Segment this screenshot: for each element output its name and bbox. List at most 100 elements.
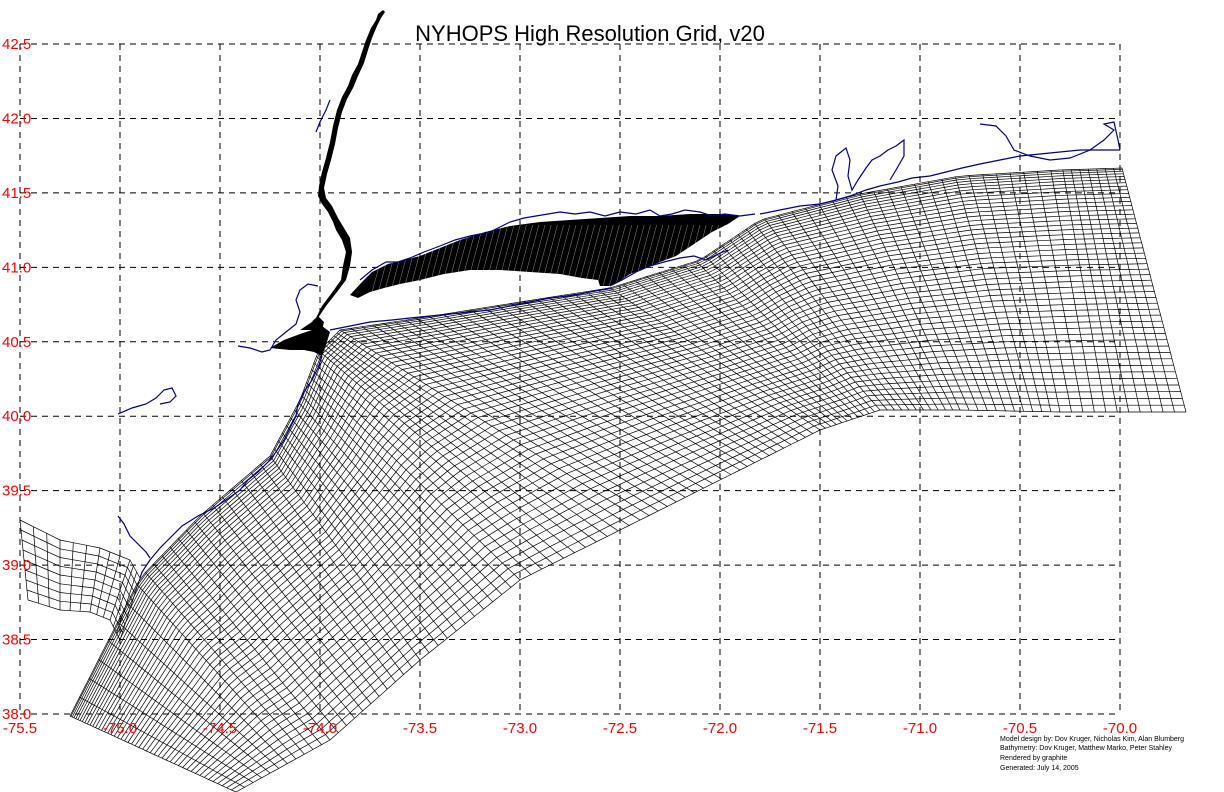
mesh-hatch	[555, 224, 577, 301]
mesh-line	[1121, 167, 1187, 413]
mesh-line	[1050, 170, 1095, 413]
mesh-line	[282, 432, 448, 639]
mesh-hatch	[623, 224, 645, 301]
mesh-line	[186, 529, 347, 726]
mesh-hatch	[729, 224, 750, 301]
mesh-line	[19, 519, 29, 601]
mesh-line	[212, 504, 372, 704]
mesh-line	[286, 425, 457, 632]
mesh-hatch	[394, 224, 416, 301]
mesh-line	[622, 283, 826, 429]
mesh-line	[69, 715, 237, 792]
mesh-line	[996, 173, 1052, 412]
mesh-line	[333, 335, 619, 532]
mesh-line	[634, 280, 832, 427]
mesh-hatch	[574, 224, 595, 301]
mesh-line	[79, 545, 88, 612]
mesh-hatch	[487, 224, 509, 301]
mesh-hatch	[586, 224, 608, 301]
cape-cod-coast	[979, 121, 1121, 161]
mesh-hatch	[673, 224, 695, 301]
credit-rendered-by: Rendered by graphite	[1000, 755, 1067, 762]
mesh-line	[318, 350, 564, 559]
mesh-line	[737, 234, 888, 411]
mesh-hatch	[679, 224, 701, 301]
mesh-hatch	[425, 224, 447, 301]
mesh-hatch	[468, 224, 490, 301]
mesh-line	[222, 496, 380, 697]
mesh-line	[597, 289, 813, 434]
hudson-river-mesh	[311, 10, 385, 322]
hudson-upper-coast	[315, 99, 331, 133]
mesh-hatch	[636, 224, 657, 301]
mesh-line	[416, 318, 704, 489]
mesh-line	[117, 621, 279, 769]
credits: Model design by: Dov Kruger, Nicholas Ki…	[1000, 736, 1184, 772]
mesh-hatch	[710, 224, 732, 301]
mesh-line	[202, 513, 363, 712]
x-tick-label: -73.0	[503, 720, 537, 737]
mesh-hatch	[667, 224, 688, 301]
mesh-line	[658, 272, 843, 423]
mesh-hatch	[605, 224, 626, 301]
mesh-line	[536, 299, 777, 453]
mesh-line	[483, 307, 748, 467]
mesh-line	[832, 200, 946, 411]
mesh-line	[1096, 168, 1152, 413]
mesh-line	[161, 555, 322, 745]
mesh-line	[548, 297, 784, 449]
x-tick-label: -74.5	[203, 720, 237, 737]
mesh-line	[306, 382, 512, 588]
x-tick-label: -70.0	[1103, 720, 1137, 737]
y-tick-label: 40.0	[2, 408, 31, 425]
mesh-line	[98, 659, 262, 779]
mesh-line	[339, 329, 641, 521]
mesh-line	[791, 211, 924, 411]
mesh-line	[941, 179, 1015, 412]
mesh-line	[383, 323, 677, 503]
mesh-hatch	[493, 224, 515, 301]
mesh-line	[428, 316, 713, 484]
x-tick-label: -75.0	[103, 720, 137, 737]
mesh-hatch	[617, 224, 639, 301]
mesh-line	[301, 395, 493, 603]
mesh-hatch	[698, 224, 719, 301]
mesh-hatch	[537, 224, 558, 301]
y-tick-label: 40.5	[2, 334, 31, 351]
mesh-line	[873, 191, 970, 411]
mesh-line	[721, 245, 875, 413]
mesh-line	[298, 402, 484, 610]
x-tick-label: -73.5	[403, 720, 437, 737]
y-tick-label: 38.0	[2, 706, 31, 723]
mesh-line	[1062, 169, 1107, 413]
mesh-hatch	[654, 224, 676, 301]
x-axis-labels: -75.5 -75.0 -74.5 -74.0 -73.5 -73.0 -72.5 -72.0…	[3, 720, 1137, 737]
connecticut-coast	[359, 209, 756, 281]
mesh-line	[330, 338, 608, 537]
mesh-hatch	[692, 224, 713, 301]
mesh-line	[609, 287, 821, 431]
mesh-line	[1009, 172, 1061, 413]
mesh-line	[886, 188, 979, 411]
mesh-line	[372, 324, 668, 507]
mesh-line	[260, 463, 413, 668]
mesh-hatch	[388, 224, 409, 301]
mesh-line	[231, 488, 388, 690]
mesh-line	[69, 542, 74, 611]
mesh-line	[241, 480, 396, 683]
mesh-line	[927, 181, 1006, 412]
x-tick-label: -72.5	[603, 720, 637, 737]
mesh-line	[764, 218, 910, 411]
mesh-hatch	[592, 224, 614, 301]
mesh-hatch	[406, 224, 428, 301]
long-island-sound-mesh	[350, 214, 757, 301]
mesh-line	[1023, 172, 1072, 413]
delaware-river	[117, 387, 177, 415]
mesh-hatch	[648, 224, 670, 301]
mesh-hatch	[723, 224, 744, 301]
mesh-hatch	[450, 224, 471, 301]
mesh-line	[88, 678, 254, 783]
mesh-line	[713, 250, 870, 414]
